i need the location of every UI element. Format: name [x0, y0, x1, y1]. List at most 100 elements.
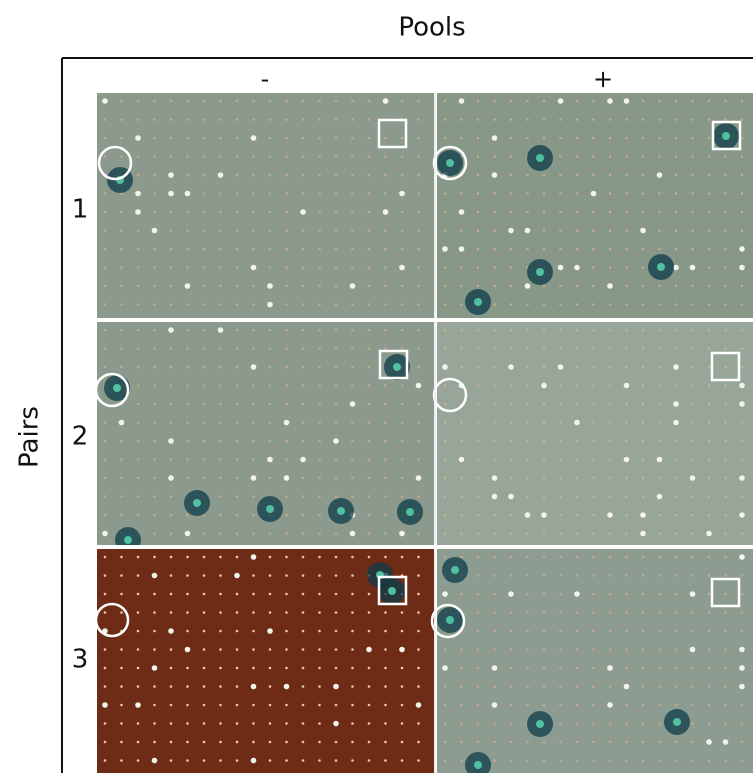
spot [152, 573, 158, 579]
spot [558, 265, 564, 271]
spot [691, 403, 694, 406]
spot [318, 384, 321, 387]
spot [708, 667, 711, 670]
spot [399, 531, 405, 537]
spot [186, 266, 189, 269]
spot [318, 229, 321, 232]
spot [658, 759, 661, 762]
spot [384, 477, 387, 480]
spot [185, 531, 191, 537]
spot [724, 285, 727, 288]
spot [675, 229, 678, 232]
spot [104, 192, 107, 195]
colony [193, 499, 201, 507]
spot [284, 475, 290, 481]
spot [576, 174, 579, 177]
spot [625, 741, 628, 744]
spot [690, 647, 696, 653]
spot [335, 137, 338, 140]
spot [739, 647, 745, 653]
spot [543, 611, 546, 614]
spot [625, 303, 628, 306]
spot [318, 741, 321, 744]
spot [203, 285, 206, 288]
spot [642, 685, 645, 688]
spot [351, 118, 354, 121]
spot [477, 495, 480, 498]
spot [137, 741, 140, 744]
spot [203, 667, 206, 670]
spot [592, 303, 595, 306]
spot [724, 248, 727, 251]
spot [368, 741, 371, 744]
spot [302, 630, 305, 633]
spot [252, 118, 255, 121]
spot [203, 440, 206, 443]
spot [642, 648, 645, 651]
spot [642, 403, 645, 406]
spot [335, 174, 338, 177]
spot [460, 514, 463, 517]
spot [120, 266, 123, 269]
spot [609, 403, 612, 406]
spot [236, 347, 239, 350]
spot [739, 475, 745, 481]
spot [444, 384, 447, 387]
spot [401, 211, 404, 214]
spot [104, 440, 107, 443]
spot [493, 556, 496, 559]
spot [219, 384, 222, 387]
spot [104, 266, 107, 269]
spot [609, 556, 612, 559]
spot [335, 211, 338, 214]
spot [137, 285, 140, 288]
spot [543, 366, 546, 369]
spot [252, 347, 255, 350]
spot [203, 366, 206, 369]
spot [137, 667, 140, 670]
spot [252, 611, 255, 614]
spot [170, 495, 173, 498]
spot [186, 759, 189, 762]
spot [691, 303, 694, 306]
spot [236, 556, 239, 559]
spot [252, 532, 255, 535]
spot [269, 440, 272, 443]
spot [724, 648, 727, 651]
spot [219, 366, 222, 369]
spot [510, 100, 513, 103]
spot [318, 514, 321, 517]
plate [437, 322, 753, 545]
spot [170, 248, 173, 251]
spot [526, 421, 529, 424]
spot [401, 458, 404, 461]
spot [609, 648, 612, 651]
spot [708, 477, 711, 480]
spot [219, 556, 222, 559]
spot [691, 347, 694, 350]
spot [741, 303, 744, 306]
spot [708, 593, 711, 596]
spot [335, 285, 338, 288]
spot [724, 611, 727, 614]
spot [119, 420, 125, 426]
spot [269, 403, 272, 406]
spot [318, 648, 321, 651]
spot [576, 285, 579, 288]
spot [477, 174, 480, 177]
spot [576, 100, 579, 103]
spot [335, 495, 338, 498]
spot [741, 611, 744, 614]
spot [442, 246, 448, 252]
spot [120, 211, 123, 214]
spot [691, 532, 694, 535]
spot [302, 100, 305, 103]
spot [460, 495, 463, 498]
spot [724, 477, 727, 480]
spot [302, 611, 305, 614]
spot [384, 440, 387, 443]
spot [625, 532, 628, 535]
spot [625, 514, 628, 517]
spot [642, 759, 645, 762]
spot [543, 574, 546, 577]
